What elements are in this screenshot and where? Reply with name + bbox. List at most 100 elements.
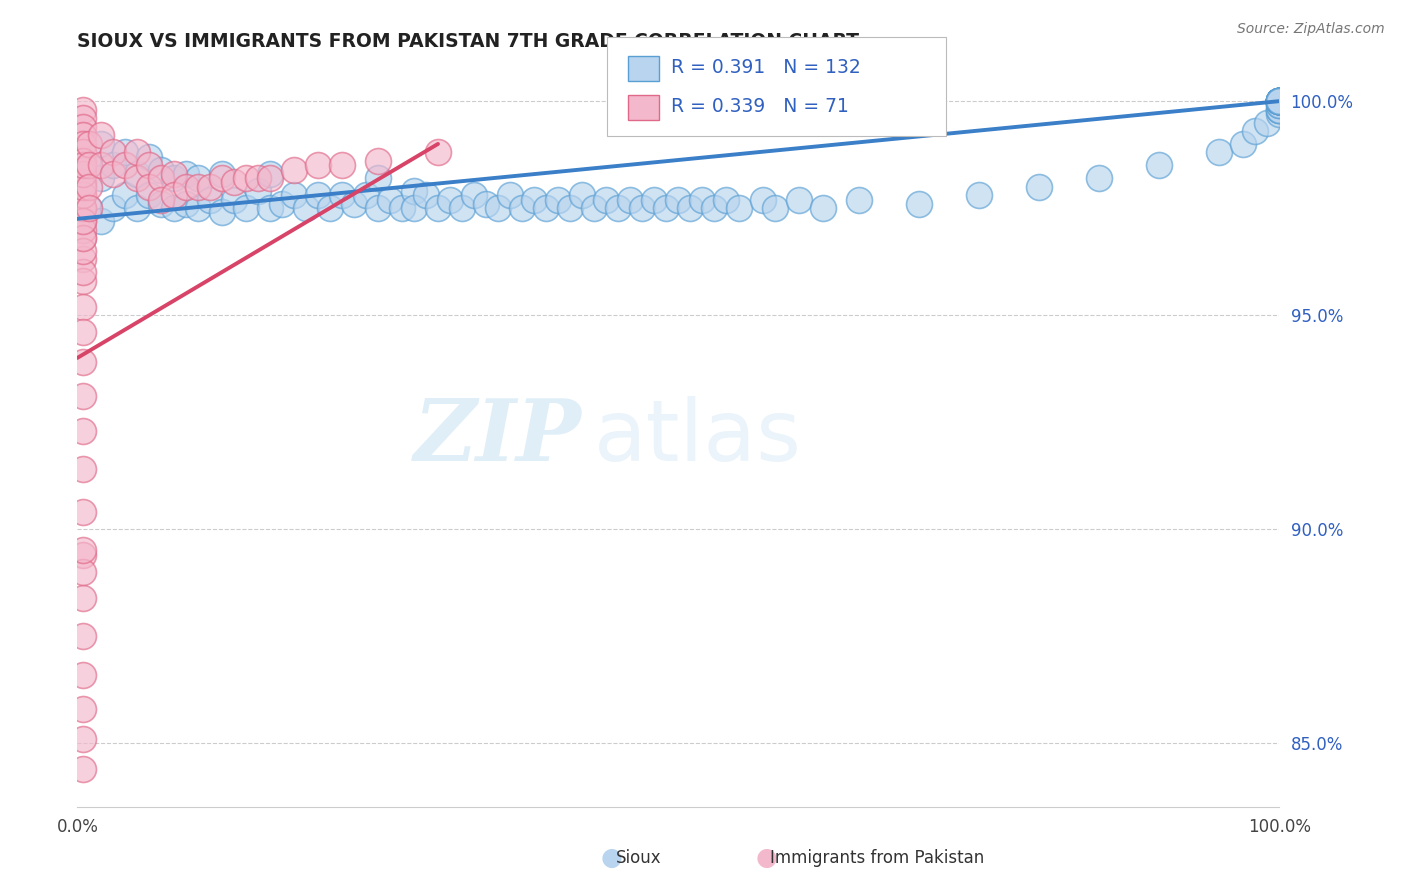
Point xyxy=(354,188,377,202)
Point xyxy=(1268,98,1291,112)
Point xyxy=(72,214,94,228)
Point xyxy=(1268,94,1291,108)
Point xyxy=(211,171,233,186)
Text: R = 0.339   N = 71: R = 0.339 N = 71 xyxy=(671,96,849,116)
Point xyxy=(72,188,94,202)
Point xyxy=(1028,179,1050,194)
Point xyxy=(1268,94,1291,108)
Point xyxy=(1268,94,1291,108)
Point xyxy=(534,201,557,215)
Point xyxy=(138,179,160,194)
Point xyxy=(787,193,810,207)
Point xyxy=(103,201,125,215)
Point xyxy=(1268,94,1291,108)
Point xyxy=(703,201,725,215)
Point xyxy=(72,167,94,181)
Point xyxy=(174,197,197,211)
Point xyxy=(751,193,773,207)
Point xyxy=(127,201,149,215)
Point xyxy=(72,179,94,194)
Point xyxy=(307,188,329,202)
Point xyxy=(451,201,474,215)
Point xyxy=(211,167,233,181)
Point xyxy=(72,158,94,172)
Point xyxy=(1268,103,1291,117)
Point xyxy=(1268,94,1291,108)
Point xyxy=(211,205,233,219)
Point xyxy=(668,193,690,207)
Point xyxy=(1268,94,1291,108)
Point xyxy=(186,171,209,186)
Point xyxy=(72,120,94,134)
Point xyxy=(583,201,606,215)
Point xyxy=(72,201,94,215)
Point xyxy=(79,201,101,215)
Point xyxy=(486,201,509,215)
Point xyxy=(150,162,173,177)
Point xyxy=(72,231,94,245)
Point xyxy=(222,176,245,190)
Point xyxy=(150,197,173,211)
Point xyxy=(1268,94,1291,108)
Point xyxy=(162,201,184,215)
Point xyxy=(114,188,136,202)
Point xyxy=(259,167,281,181)
Point xyxy=(631,201,654,215)
Point xyxy=(246,171,269,186)
Point xyxy=(1268,94,1291,108)
Point xyxy=(90,158,112,172)
Point xyxy=(174,179,197,194)
Point xyxy=(510,201,533,215)
Point xyxy=(402,184,425,198)
Point xyxy=(1268,94,1291,108)
Point xyxy=(1268,98,1291,112)
Point xyxy=(1268,94,1291,108)
Point xyxy=(270,197,292,211)
Point xyxy=(643,193,665,207)
Point xyxy=(246,184,269,198)
Point xyxy=(463,188,485,202)
Point xyxy=(72,731,94,746)
Point xyxy=(72,179,94,194)
Point xyxy=(1268,94,1291,108)
Point xyxy=(283,162,305,177)
Point xyxy=(319,201,342,215)
Point xyxy=(72,300,94,314)
Point xyxy=(391,201,413,215)
Point xyxy=(1268,103,1291,117)
Point xyxy=(72,355,94,369)
Point xyxy=(79,158,101,172)
Point xyxy=(79,201,101,215)
Text: R = 0.391   N = 132: R = 0.391 N = 132 xyxy=(671,58,860,78)
Point xyxy=(127,145,149,160)
Text: Source: ZipAtlas.com: Source: ZipAtlas.com xyxy=(1237,22,1385,37)
Text: ZIP: ZIP xyxy=(415,395,582,479)
Point xyxy=(283,188,305,202)
Point xyxy=(1268,94,1291,108)
Point xyxy=(72,389,94,403)
Point xyxy=(138,158,160,172)
Point xyxy=(72,214,94,228)
Point xyxy=(1268,94,1291,108)
Point xyxy=(439,193,461,207)
Point xyxy=(72,424,94,438)
Point xyxy=(1268,94,1291,108)
Point xyxy=(72,265,94,279)
Point xyxy=(619,193,641,207)
Point xyxy=(1208,145,1230,160)
Point xyxy=(848,193,870,207)
Point xyxy=(90,214,112,228)
Point xyxy=(72,103,94,117)
Point xyxy=(1268,94,1291,108)
Point xyxy=(174,167,197,181)
Point xyxy=(72,252,94,267)
Point xyxy=(1149,158,1171,172)
Point xyxy=(72,136,94,151)
Point xyxy=(763,201,786,215)
Point xyxy=(90,136,112,151)
Point xyxy=(72,231,94,245)
Point xyxy=(198,179,221,194)
Point xyxy=(1268,103,1291,117)
Point xyxy=(150,193,173,207)
Point xyxy=(1268,94,1291,108)
